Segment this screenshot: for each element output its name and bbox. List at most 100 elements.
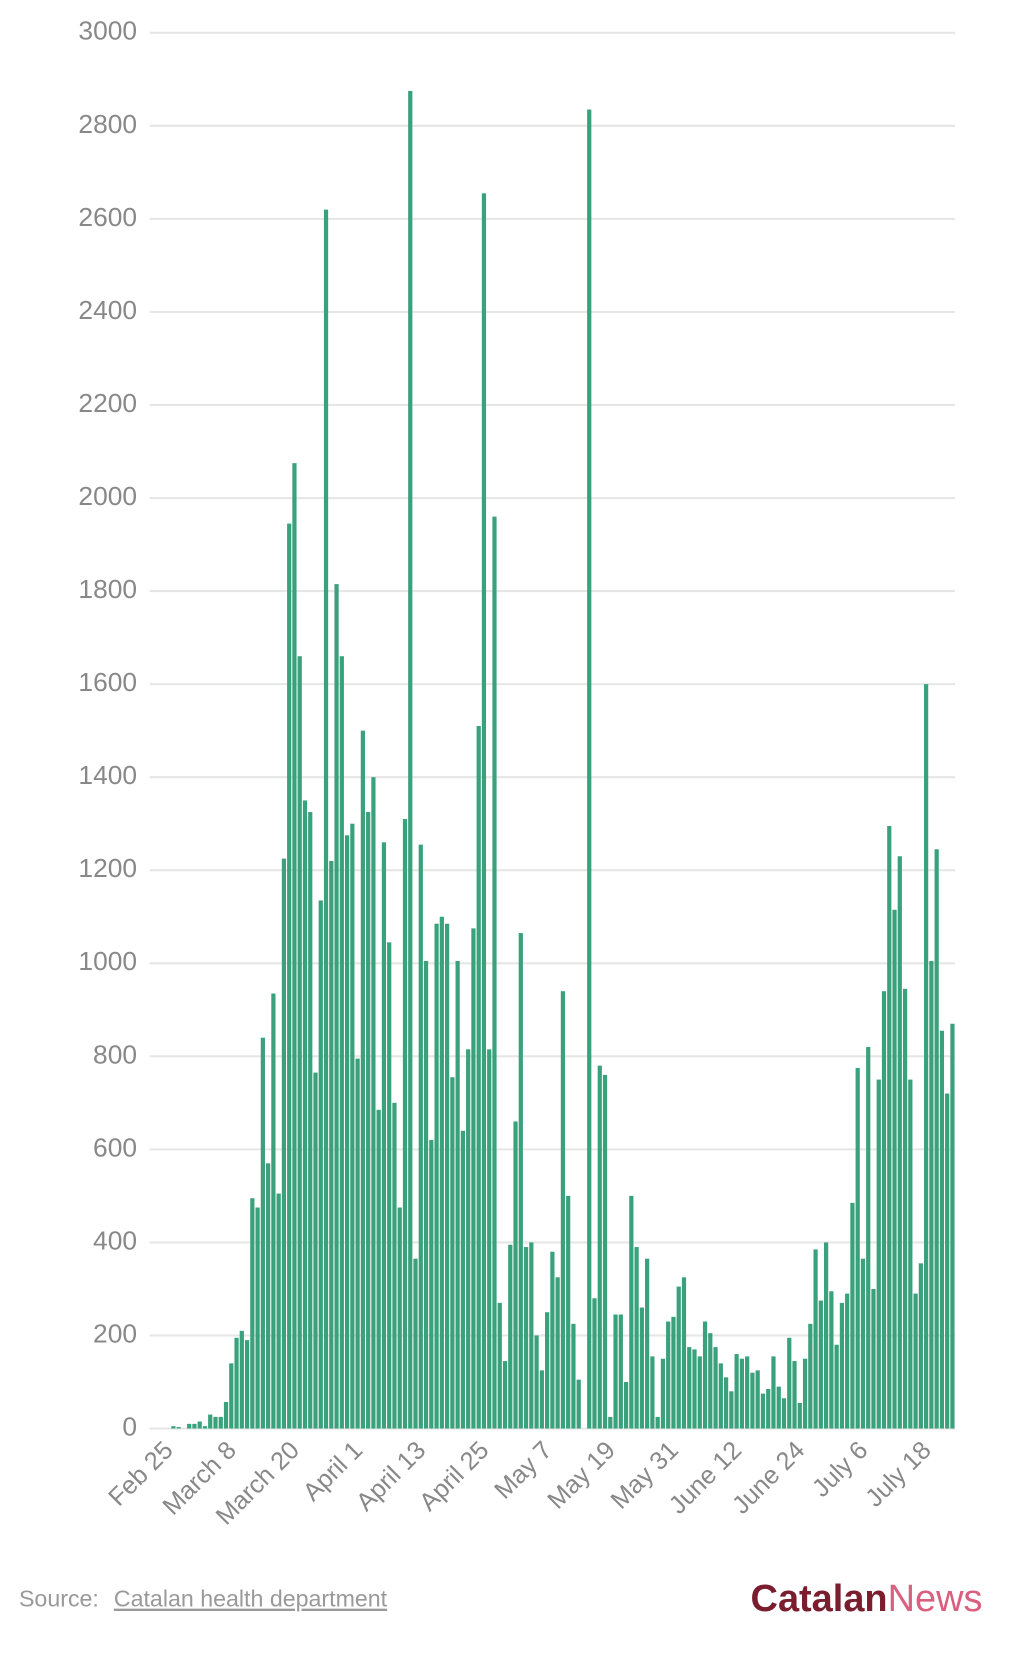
y-tick-label: 1200 — [78, 853, 137, 883]
bar — [766, 1388, 771, 1429]
bar — [255, 1207, 260, 1429]
bar — [771, 1356, 776, 1429]
logo-bold: Catalan — [751, 1578, 888, 1620]
bar — [523, 1247, 529, 1429]
bar — [434, 923, 439, 1429]
y-tick-label: 1800 — [78, 574, 137, 604]
bar — [513, 1121, 518, 1429]
bar — [234, 1337, 239, 1429]
bar — [829, 1291, 834, 1429]
bar — [318, 900, 323, 1429]
bar — [208, 1414, 213, 1429]
bar — [481, 193, 487, 1429]
y-tick-label: 2600 — [78, 202, 137, 232]
bar — [734, 1354, 739, 1429]
bar — [666, 1321, 671, 1429]
y-tick-label: 2000 — [78, 481, 137, 511]
bar — [334, 584, 339, 1429]
bar — [297, 656, 302, 1429]
bar — [229, 1363, 234, 1429]
bar — [597, 1065, 602, 1429]
bar — [892, 909, 897, 1429]
bar — [313, 1072, 318, 1429]
bar — [939, 1030, 945, 1429]
bar — [676, 1286, 681, 1429]
bar — [466, 1049, 471, 1429]
bar — [460, 1130, 466, 1429]
bar — [723, 1377, 729, 1429]
bar — [329, 860, 334, 1429]
bar — [271, 993, 276, 1429]
bar — [697, 1356, 702, 1429]
bar — [839, 1302, 845, 1429]
bar — [487, 1049, 492, 1429]
bar — [813, 1249, 818, 1429]
bar — [355, 1058, 360, 1429]
y-tick-label: 600 — [93, 1132, 137, 1162]
bar — [808, 1323, 813, 1429]
bar — [592, 1298, 597, 1429]
bar — [650, 1356, 655, 1429]
bar — [408, 90, 413, 1429]
bar — [550, 1251, 555, 1429]
bar — [687, 1347, 692, 1429]
bar — [902, 988, 908, 1429]
bar — [929, 960, 934, 1429]
bar — [276, 1193, 281, 1429]
bar — [376, 1109, 381, 1429]
bar — [197, 1421, 202, 1429]
bar — [897, 856, 902, 1429]
bar — [292, 463, 297, 1429]
logo-light: News — [888, 1578, 983, 1620]
bar — [818, 1300, 823, 1429]
bar — [439, 916, 444, 1429]
bar — [845, 1293, 850, 1429]
y-tick-label: 800 — [93, 1039, 137, 1069]
bar — [213, 1416, 218, 1429]
bar — [797, 1402, 802, 1429]
bar — [244, 1340, 250, 1429]
bar — [387, 942, 392, 1429]
bar — [502, 1361, 508, 1429]
bar — [729, 1391, 734, 1429]
bar — [534, 1335, 539, 1429]
bar — [555, 1277, 560, 1429]
x-tick-label: April 13 — [351, 1436, 431, 1516]
y-tick-label: 1000 — [78, 946, 137, 976]
bar — [908, 1079, 913, 1429]
bar — [881, 991, 887, 1429]
y-tick-label: 3000 — [78, 16, 137, 46]
bar — [308, 812, 313, 1429]
bar — [171, 1426, 176, 1429]
bar — [660, 1358, 666, 1429]
bar — [824, 1242, 829, 1429]
source-link[interactable]: Catalan health department — [114, 1586, 388, 1612]
x-tick-label: April 25 — [414, 1436, 494, 1516]
source-label: Source: — [19, 1586, 99, 1612]
bar — [423, 960, 429, 1429]
bar — [397, 1207, 402, 1429]
y-tick-label: 400 — [93, 1225, 137, 1255]
bar — [613, 1314, 618, 1429]
bar — [508, 1244, 513, 1429]
bar — [218, 1416, 223, 1429]
bar — [602, 1074, 608, 1429]
bar — [792, 1361, 797, 1429]
bar — [924, 684, 929, 1429]
bar — [287, 523, 292, 1429]
bar — [887, 826, 892, 1429]
y-tick-label: 200 — [93, 1318, 137, 1348]
bar — [392, 1102, 397, 1429]
x-tick-label: May 19 — [542, 1436, 620, 1514]
bar — [860, 1258, 866, 1429]
bar — [576, 1379, 581, 1429]
bar — [708, 1333, 713, 1429]
bar — [223, 1401, 229, 1429]
bar — [302, 800, 308, 1429]
bar — [776, 1386, 781, 1429]
bar — [360, 730, 365, 1429]
y-tick-label: 1600 — [78, 667, 137, 697]
bar — [781, 1398, 787, 1429]
bar — [608, 1416, 613, 1429]
bar — [250, 1198, 255, 1429]
